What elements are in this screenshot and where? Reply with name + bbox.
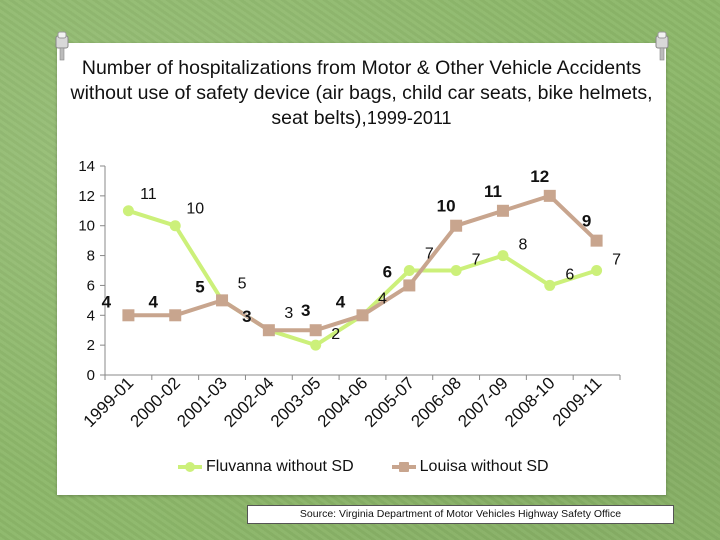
legend-label-louisa: Louisa without SD <box>419 458 549 475</box>
data-point-fluvanna <box>497 250 509 262</box>
y-tick-label: 14 <box>78 158 95 175</box>
legend-item-louisa: Louisa without SD <box>391 458 549 476</box>
data-label-louisa: 9 <box>582 212 591 231</box>
data-point-louisa <box>590 234 603 247</box>
chart-title: Number of hospitalizations from Motor & … <box>57 56 666 131</box>
y-tick-label: 12 <box>78 188 95 205</box>
data-label-fluvanna: 3 <box>284 305 293 322</box>
x-tick-label: 2006-08 <box>407 373 465 431</box>
chart-legend: Fluvanna without SD Louisa without SD <box>178 456 587 478</box>
data-label-louisa: 5 <box>195 277 204 296</box>
chart-card <box>57 43 666 495</box>
data-point-fluvanna <box>591 265 603 276</box>
data-point-fluvanna <box>169 220 181 232</box>
y-tick-label: 10 <box>78 218 95 235</box>
legend-item-fluvanna: Fluvanna without SD <box>178 458 354 476</box>
chart-title-main: Number of hospitalizations from Motor & … <box>70 57 653 129</box>
data-label-fluvanna: 6 <box>565 266 574 283</box>
data-label-fluvanna: 2 <box>331 326 340 343</box>
data-point-fluvanna <box>544 279 556 291</box>
data-point-louisa <box>262 324 275 337</box>
legend-swatch-fluvanna <box>178 460 202 474</box>
data-label-fluvanna: 7 <box>612 252 621 269</box>
data-point-louisa <box>356 309 369 322</box>
x-tick-label: 2005-07 <box>361 373 419 431</box>
x-tick-label: 2007-09 <box>454 373 512 431</box>
data-label-fluvanna: 7 <box>472 252 481 269</box>
y-tick-label: 6 <box>87 277 95 294</box>
x-tick-label: 2009-11 <box>549 373 606 430</box>
data-label-louisa: 10 <box>437 197 456 216</box>
x-tick-label: 2008-10 <box>501 373 559 431</box>
x-tick-label: 2003-05 <box>267 373 325 431</box>
data-label-louisa: 11 <box>484 182 502 201</box>
data-label-fluvanna: 8 <box>519 237 528 254</box>
y-tick-label: 2 <box>87 337 95 354</box>
x-tick-label: 2001-03 <box>173 373 231 431</box>
legend-swatch-louisa <box>391 460 416 474</box>
chart-title-years: 1999-2011 <box>366 108 452 128</box>
x-tick-label: 2002-04 <box>220 373 278 431</box>
data-label-fluvanna: 4 <box>378 290 387 307</box>
y-tick-label: 0 <box>87 367 95 384</box>
data-point-louisa <box>450 219 463 232</box>
x-tick-label: 2004-06 <box>314 373 372 431</box>
data-point-louisa <box>496 204 509 217</box>
data-label-louisa: 4 <box>336 292 346 311</box>
data-point-fluvanna <box>403 265 415 276</box>
data-label-louisa: 6 <box>383 262 392 281</box>
data-point-fluvanna <box>450 265 462 276</box>
data-point-louisa <box>309 324 322 337</box>
data-label-louisa: 12 <box>530 167 549 186</box>
data-point-louisa <box>122 309 135 322</box>
data-point-louisa <box>543 189 556 202</box>
data-label-louisa: 3 <box>301 301 310 320</box>
y-tick-label: 8 <box>87 248 95 265</box>
pushpin-icon <box>655 31 669 61</box>
data-label-fluvanna: 7 <box>425 246 434 263</box>
data-label-fluvanna: 11 <box>140 186 157 203</box>
data-label-louisa: 3 <box>242 307 251 326</box>
data-label-fluvanna: 10 <box>186 201 204 218</box>
data-label-louisa: 4 <box>102 292 112 311</box>
pushpin-icon <box>55 31 69 61</box>
data-label-louisa: 4 <box>148 292 158 311</box>
y-tick-label: 4 <box>87 307 95 324</box>
data-point-louisa <box>216 294 229 307</box>
data-label-fluvanna: 5 <box>238 275 247 292</box>
data-point-louisa <box>403 279 416 292</box>
data-point-fluvanna <box>122 205 134 217</box>
source-note: Source: Virginia Department of Motor Veh… <box>247 505 674 524</box>
x-tick-label: 2000-02 <box>127 373 185 431</box>
data-point-fluvanna <box>310 339 322 351</box>
data-point-louisa <box>169 309 182 322</box>
legend-label-fluvanna: Fluvanna without SD <box>206 458 354 475</box>
